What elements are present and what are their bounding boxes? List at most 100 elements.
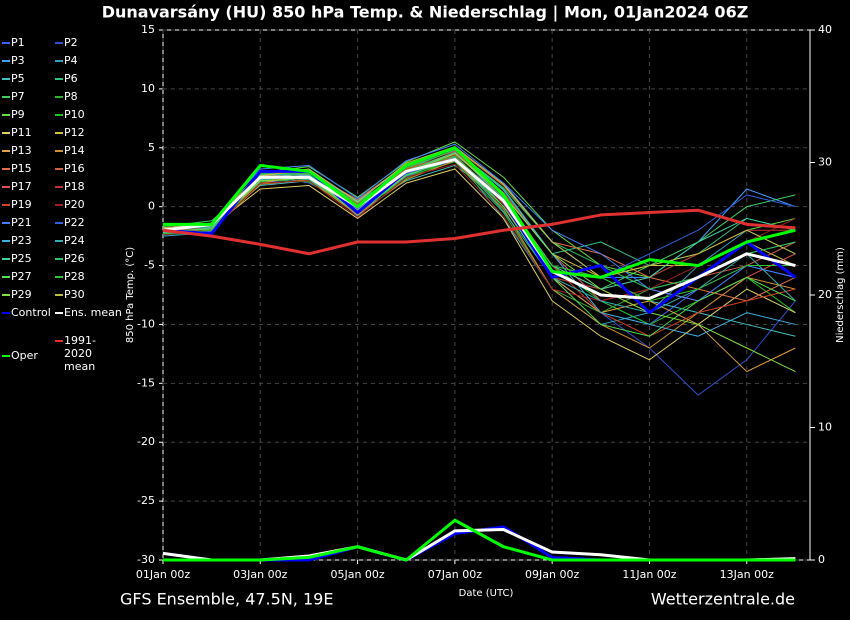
legend-entry: P13	[2, 144, 70, 157]
legend-label: P1	[11, 36, 25, 49]
y2-tick-label: 40	[818, 23, 832, 36]
legend-entry: P17	[2, 180, 70, 193]
member-line	[162, 143, 796, 302]
legend-label: Oper	[11, 349, 38, 362]
legend-swatch	[55, 204, 63, 206]
legend-swatch	[55, 60, 63, 62]
legend-swatch	[2, 168, 10, 170]
legend-entry: P8	[55, 90, 123, 103]
legend-swatch	[2, 258, 10, 260]
member-line	[162, 153, 796, 373]
source: GFS Ensemble, 47.5N, 19E	[120, 590, 333, 609]
legend-swatch	[2, 60, 10, 62]
legend-swatch	[55, 294, 63, 296]
precip-line	[163, 518, 796, 562]
legend-label: P11	[11, 126, 32, 139]
legend-swatch	[55, 150, 63, 152]
legend-label: P16	[64, 162, 85, 175]
legend-label: P27	[11, 270, 32, 283]
temp-line	[163, 146, 796, 279]
legend-swatch	[2, 222, 10, 224]
legend-entry: P24	[55, 234, 123, 247]
legend-entry: P27	[2, 270, 70, 283]
legend-label: P24	[64, 234, 85, 247]
member-line	[162, 163, 796, 302]
legend-swatch	[55, 114, 63, 116]
legend-entry: P14	[55, 144, 123, 157]
legend-label: P14	[64, 144, 85, 157]
legend-swatch	[55, 96, 63, 98]
legend-label: P30	[64, 288, 85, 301]
member-line	[162, 146, 796, 278]
legend-entry: P4	[55, 54, 123, 67]
y-tick-label: 0	[148, 200, 155, 213]
legend-label: P15	[11, 162, 32, 175]
x-tick-label: 07Jan 00z	[428, 568, 482, 581]
x-tick-label: 11Jan 00z	[622, 568, 676, 581]
legend-swatch	[2, 186, 10, 188]
x-axis-label: Date (UTC)	[459, 588, 514, 599]
temp-line	[162, 208, 796, 256]
legend-swatch	[2, 204, 10, 206]
legend-label: P3	[11, 54, 25, 67]
temp-line	[162, 158, 796, 301]
y-tick-label: -20	[137, 435, 155, 448]
y-tick-label: -5	[144, 259, 155, 272]
legend-label: P26	[64, 252, 85, 265]
legend-label: P21	[11, 216, 32, 229]
legend-label: P9	[11, 108, 25, 121]
legend-swatch	[2, 355, 10, 357]
member-line	[162, 160, 796, 349]
y-axis-label: 850 hPa Temp. (°C)	[125, 247, 136, 343]
legend-swatch	[2, 114, 10, 116]
legend-entry: P25	[2, 252, 70, 265]
legend-swatch	[55, 132, 63, 134]
legend-swatch	[55, 312, 63, 314]
legend-entry: P5	[2, 72, 70, 85]
x-tick-label: 03Jan 00z	[233, 568, 287, 581]
legend-swatch	[55, 258, 63, 260]
legend-entry: P23	[2, 234, 70, 247]
member-line	[162, 168, 796, 361]
chart-title: Dunavarsány (HU) 850 hPa Temp. & Nieders…	[102, 3, 749, 23]
legend-label: P8	[64, 90, 78, 103]
legend-entry: P7	[2, 90, 70, 103]
legend-swatch	[2, 78, 10, 80]
y2-tick-label: 20	[818, 288, 832, 301]
legend-entry: P2	[55, 36, 123, 49]
x-tick-label: 13Jan 00z	[720, 568, 774, 581]
legend-swatch	[55, 240, 63, 242]
legend-label: P23	[11, 234, 32, 247]
y-tick-label: -10	[137, 317, 155, 330]
credit: Wetterzentrale.de	[651, 590, 795, 609]
y-tick-label: 15	[141, 23, 155, 36]
y-tick-label: 10	[141, 82, 155, 95]
y-tick-label: -15	[137, 376, 155, 389]
x-tick-label: 05Jan 00z	[330, 568, 384, 581]
legend-label: P6	[64, 72, 78, 85]
legend-swatch	[55, 42, 63, 44]
legend-entry: Control	[2, 306, 70, 319]
legend-label: P7	[11, 90, 25, 103]
y-tick-label: -25	[137, 494, 155, 507]
legend-entry: Oper	[2, 349, 70, 362]
legend-entry: P30	[55, 288, 123, 301]
legend-label: P22	[64, 216, 85, 229]
legend-entry: P12	[55, 126, 123, 139]
legend-label: P20	[64, 198, 85, 211]
legend-entry: P26	[55, 252, 123, 265]
legend-label: P5	[11, 72, 25, 85]
legend-entry: P11	[2, 126, 70, 139]
legend-entry: Ens. mean	[55, 306, 123, 319]
legend-label: P2	[64, 36, 78, 49]
legend-swatch	[55, 186, 63, 188]
x-tick-label: 01Jan 00z	[136, 568, 190, 581]
legend-swatch	[2, 276, 10, 278]
legend-swatch	[55, 222, 63, 224]
y2-tick-label: 0	[818, 553, 825, 566]
legend-swatch	[55, 340, 63, 342]
legend-entry: 1991-2020 mean	[55, 334, 123, 373]
legend-label: P17	[11, 180, 32, 193]
